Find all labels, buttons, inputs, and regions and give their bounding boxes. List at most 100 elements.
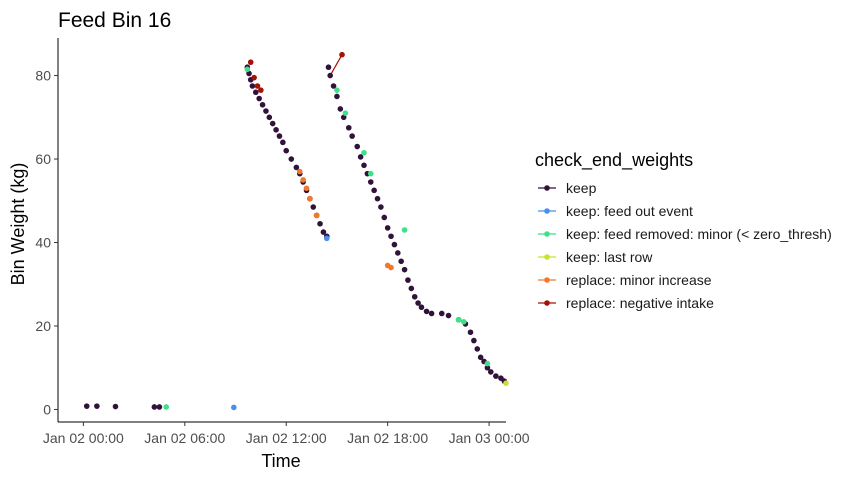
data-point (296, 168, 303, 175)
data-point (423, 308, 430, 315)
data-point (411, 293, 418, 300)
data-point (83, 403, 90, 409)
data-point (325, 64, 332, 71)
legend-key-point (544, 208, 550, 214)
x-axis-title: Time (261, 451, 300, 471)
data-point (251, 74, 257, 81)
data-point (361, 149, 367, 156)
data-point (418, 304, 425, 311)
data-point (391, 241, 398, 248)
data-point (310, 204, 317, 210)
data-point (276, 133, 283, 139)
y-axis-title: Bin Weight (kg) (8, 163, 28, 286)
data-point (94, 403, 100, 409)
data-point (266, 114, 273, 121)
data-point (320, 229, 327, 235)
legend-title: check_end_weights (535, 150, 693, 171)
data-point (445, 312, 452, 319)
data-point (415, 300, 421, 306)
legend-label: keep (566, 180, 597, 196)
data-point (337, 106, 344, 112)
data-point (288, 156, 295, 162)
data-point (283, 147, 290, 154)
data-point (249, 83, 256, 89)
data-point (313, 212, 320, 219)
data-point (354, 143, 361, 150)
x-tick-label: Jan 02 00:00 (43, 430, 124, 446)
y-tick-label: 80 (35, 68, 51, 84)
data-point (367, 179, 374, 185)
legend-label: keep: feed removed: minor (< zero_thresh… (566, 226, 832, 242)
data-point (112, 403, 119, 410)
data-point (401, 227, 408, 233)
data-point (438, 310, 445, 317)
plot-area: Jan 02 00:00 Jan 02 06:00 Jan 02 12:00 Jan … (35, 38, 530, 446)
data-point (408, 285, 415, 292)
data-point (455, 316, 462, 323)
legend-label: keep: last row (566, 249, 653, 265)
legend-item: keep: feed removed: minor (< zero_thresh… (538, 226, 832, 242)
y-tick-label: 0 (43, 401, 51, 417)
data-point (345, 124, 352, 131)
data-point (252, 89, 259, 96)
data-point (474, 346, 481, 352)
data-point (334, 93, 340, 100)
data-point (342, 110, 349, 116)
data-point (231, 404, 237, 411)
data-point (163, 404, 169, 410)
legend-item: keep: last row (538, 249, 653, 265)
data-point (484, 364, 491, 371)
data-point (303, 185, 310, 192)
data-point (395, 250, 401, 256)
data-point (269, 120, 276, 127)
legend-item: keep (538, 180, 597, 196)
x-tick-label: Jan 02 06:00 (144, 430, 225, 446)
legend-item: replace: minor increase (538, 272, 712, 288)
data-point (460, 319, 467, 325)
data-point (317, 220, 323, 227)
data-point (307, 195, 313, 202)
data-point (156, 404, 163, 410)
data-point (467, 329, 474, 336)
data-point (405, 277, 411, 283)
legend-key-point (544, 254, 550, 260)
data-point (477, 354, 484, 361)
data-point (367, 170, 374, 177)
data-point (263, 108, 269, 114)
data-point (330, 83, 337, 89)
data-point (493, 373, 499, 379)
data-point (258, 87, 264, 93)
data-point (334, 87, 340, 93)
data-point (484, 360, 491, 367)
data-point (378, 204, 384, 210)
data-point (244, 66, 251, 73)
legend: check_end_weights keep keep: feed out eve… (535, 150, 832, 311)
data-point (381, 214, 388, 221)
data-point (247, 59, 254, 66)
data-point (273, 127, 279, 133)
data-point (371, 187, 377, 194)
data-point (428, 310, 435, 317)
y-tick-label: 20 (35, 318, 51, 334)
x-tick-label: Jan 03 00:00 (449, 430, 530, 446)
data-point (280, 139, 286, 146)
legend-key-point (544, 277, 550, 283)
data-point (293, 164, 300, 171)
legend-key-point (544, 185, 550, 191)
data-point (339, 51, 345, 58)
x-tick-label: Jan 02 12:00 (246, 430, 327, 446)
data-point (300, 177, 306, 183)
data-point (254, 83, 261, 89)
y-axis-ticks: 0 20 40 60 80 (35, 68, 58, 417)
legend-item: replace: negative intake (538, 295, 714, 311)
y-tick-label: 60 (35, 151, 51, 167)
data-point (151, 404, 158, 410)
data-point (357, 154, 364, 160)
data-point (388, 264, 394, 271)
data-point (388, 233, 394, 240)
data-point (374, 195, 381, 202)
chart-title: Feed Bin 16 (58, 9, 171, 32)
data-point (384, 225, 391, 231)
data-point (349, 133, 355, 139)
data-points (83, 51, 509, 411)
